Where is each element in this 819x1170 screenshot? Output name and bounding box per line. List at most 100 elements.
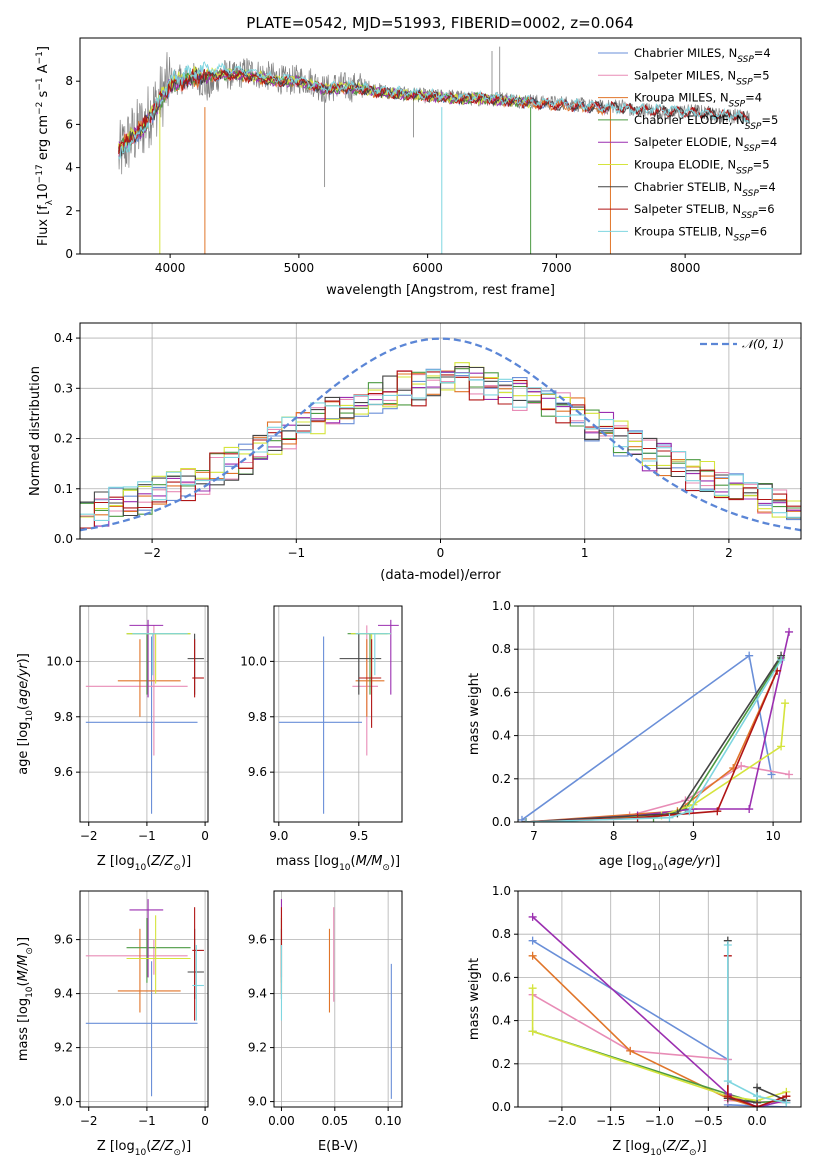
- weight-marker: [626, 1046, 635, 1055]
- y-tick-label: 9.2: [54, 1041, 73, 1055]
- weight-marker: [665, 813, 674, 822]
- spectrum-lines: [118, 46, 750, 254]
- x-tick-label: 7000: [541, 261, 572, 275]
- x-tick-label: 6000: [412, 261, 443, 275]
- weight-marker: [528, 984, 537, 993]
- weight-marker: [781, 699, 790, 708]
- y-tick-label: 0.4: [492, 1014, 511, 1028]
- weight-marker: [753, 1103, 762, 1107]
- weight-marker: [528, 1027, 537, 1036]
- histogram-chabrier-stelib: [80, 366, 801, 519]
- weight-marker: [633, 813, 642, 822]
- x-tick-label: 2: [725, 546, 733, 560]
- y-tick-label: 8: [65, 74, 73, 88]
- legend-entry: Kroupa ELODIE, NSSP=5: [634, 158, 770, 177]
- legend-entry: Kroupa MILES, NSSP=4: [634, 91, 762, 110]
- x-tick-label: 1: [581, 546, 589, 560]
- y-tick-label: 9.4: [54, 987, 73, 1001]
- figure-title: PLATE=0542, MJD=51993, FIBERID=0002, z=0…: [246, 14, 633, 32]
- weight-marker: [723, 1092, 732, 1101]
- y-tick-label: 9.0: [248, 1095, 267, 1109]
- weight-marker: [528, 912, 537, 921]
- y-tick-label: 2: [65, 204, 73, 218]
- panel-residuals: −2 −1 0 1 2 0.0 0.1 0.2 0.3 0.4 𝒩(0, 1) (data-model…: [28, 322, 802, 583]
- x-tick-label: −1.0: [645, 1114, 674, 1128]
- x-tick-label: −2.0: [547, 1114, 576, 1128]
- weight-marker: [745, 651, 754, 660]
- y-axis-label: mass weight: [467, 958, 482, 1040]
- weight-marker: [685, 807, 694, 816]
- weight-marker: [753, 1092, 762, 1101]
- y-tick-label: 6: [65, 117, 73, 131]
- weight-marker: [723, 1077, 732, 1086]
- y-tick-label: 9.8: [54, 710, 73, 724]
- y-tick-label: 10.0: [240, 654, 267, 668]
- weight-line-kroupa-stelib: [525, 659, 782, 822]
- y-tick-label: 0.2: [492, 772, 511, 786]
- x-axis-label: Z [log10(Z/Z⊙)]: [612, 1139, 706, 1158]
- y-tick-label: 0.3: [54, 381, 73, 395]
- y-tick-label: 9.6: [248, 765, 267, 779]
- weight-marker: [673, 809, 682, 818]
- panel-weight-vs-Z: −2.0 −1.5 −1.0 −0.5 0.0 0.0 0.2 0.4 0.6 0.8 1.0 Z […: [467, 884, 802, 1158]
- y-tick-label: 9.0: [54, 1095, 73, 1109]
- model-kroupa-stelib: [118, 61, 750, 160]
- axes-frame: [273, 890, 403, 1108]
- axes-frame: [273, 605, 403, 823]
- weight-lines: [518, 627, 794, 822]
- y-tick-label: 0.0: [54, 532, 73, 546]
- axes-frame: [517, 605, 802, 823]
- y-tick-label: 0.6: [492, 970, 511, 984]
- x-tick-label: 0: [201, 1114, 209, 1128]
- legend-entry: Chabrier ELODIE, NSSP=5: [634, 113, 778, 132]
- weight-line-chabrier-elodie: [525, 657, 782, 822]
- y-tick-label: 0.1: [54, 482, 73, 496]
- x-tick-label: 10: [765, 829, 780, 843]
- weight-marker: [782, 1098, 791, 1107]
- weight-line-salpeter-stelib: [525, 670, 778, 822]
- y-tick-label: 0.8: [492, 927, 511, 941]
- x-tick-label: −1: [287, 546, 305, 560]
- x-axis-label: E(B-V): [318, 1139, 358, 1154]
- y-tick-label: 9.2: [248, 1041, 267, 1055]
- panel-mass-vs-ebv: 0.00 0.05 0.10 9.0 9.2 9.4 9.6 E(B-V): [248, 890, 403, 1154]
- weight-marker: [737, 761, 746, 770]
- y-tick-label: 0.2: [54, 432, 73, 446]
- legend-entry: Chabrier MILES, NSSP=4: [634, 46, 771, 65]
- error-bars: [85, 619, 204, 814]
- weight-marker: [753, 1083, 762, 1092]
- weight-line-chabrier-stelib: [525, 655, 782, 822]
- weight-marker: [723, 941, 732, 949]
- x-tick-label: 8000: [670, 261, 701, 275]
- x-axis-label: Z [log10(Z/Z⊙)]: [97, 1139, 191, 1158]
- legend-entry: Chabrier STELIB, NSSP=4: [634, 180, 776, 199]
- y-tick-label: 10.0: [46, 654, 73, 668]
- axes-frame: [79, 37, 802, 255]
- x-tick-label: 9: [690, 829, 698, 843]
- axes-frame: [517, 890, 802, 1108]
- weight-marker: [745, 805, 754, 814]
- y-tick-label: 0.2: [492, 1057, 511, 1071]
- x-tick-label: −2: [143, 546, 161, 560]
- x-axis-label: mass [log10(M/M⊙)]: [276, 854, 400, 873]
- y-axis-label: mass weight: [467, 673, 482, 755]
- panel-age-vs-Z: −2 −1 0 9.6 9.8 10.0 Z [log10(Z/Z⊙)] age [log10…: [16, 605, 209, 873]
- x-tick-label: 0: [437, 546, 445, 560]
- x-tick-label: −0.5: [694, 1114, 723, 1128]
- y-tick-label: 0.8: [492, 642, 511, 656]
- normal-curve: [80, 337, 801, 532]
- y-tick-label: 1.0: [492, 599, 511, 613]
- legend-entry: Salpeter ELODIE, NSSP=4: [634, 135, 777, 154]
- error-bars: [85, 899, 204, 1097]
- panel-spectrum: 4000 5000 6000 7000 8000 0 2 4 6 8 Chabrier MILES,…: [35, 37, 802, 298]
- weight-line-kroupa-elodie: [525, 703, 786, 822]
- weight-marker: [785, 627, 794, 636]
- x-tick-label: −1: [138, 1114, 156, 1128]
- x-axis-label: wavelength [Angstrom, rest frame]: [326, 283, 555, 298]
- histogram-kroupa-stelib: [80, 369, 801, 521]
- x-tick-label: 0.05: [321, 1114, 348, 1128]
- y-axis-label: Flux [fλ10−17 erg cm−2 s−1 A−1]: [35, 46, 55, 246]
- histograms: [80, 337, 801, 532]
- x-tick-label: −2: [80, 829, 98, 843]
